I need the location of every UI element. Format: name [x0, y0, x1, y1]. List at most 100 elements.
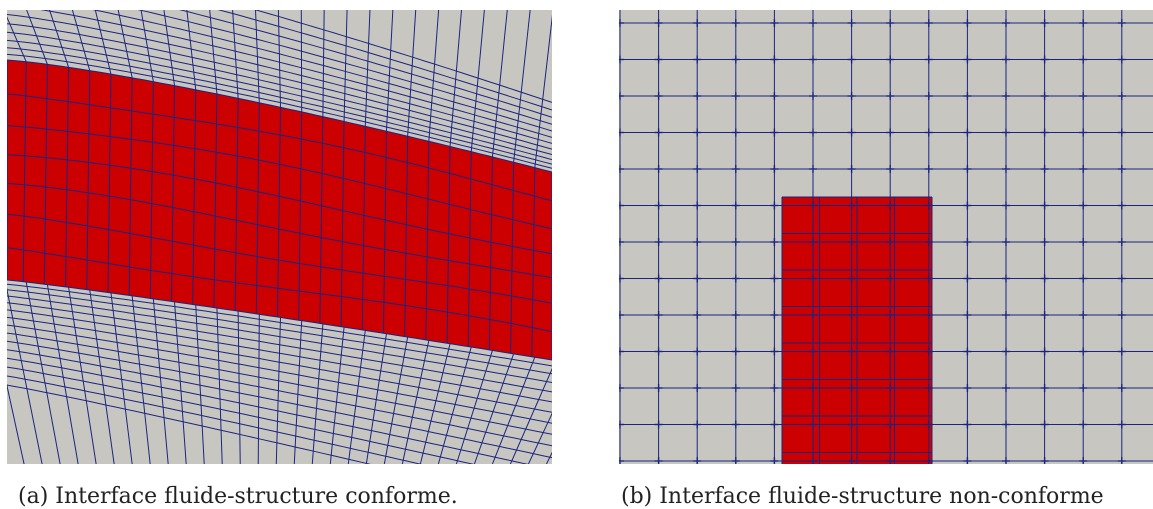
conforming-mesh-svg: [7, 10, 552, 464]
solid-col: [488, 156, 493, 350]
fluid-col-upper: [94, 10, 112, 75]
fluid-col-upper: [255, 10, 260, 103]
fluid-col-upper: [449, 10, 462, 147]
solid-mesh: [7, 61, 552, 357]
solid-col: [65, 67, 70, 287]
fluid-col-lower: [401, 340, 430, 464]
solid-col: [340, 121, 345, 327]
interface-outline: [7, 59, 552, 361]
solid-col: [171, 85, 176, 302]
fluid-col-upper: [385, 10, 394, 132]
fluid-row-upper: [254, 10, 552, 103]
fluid-row-lower: [7, 357, 529, 464]
fluid-col-lower: [216, 307, 223, 464]
fluid-row-upper: [217, 10, 552, 111]
fluid-col-lower: [7, 383, 25, 464]
fluid-row-lower: [7, 324, 552, 424]
fluid-col-lower: [131, 295, 151, 464]
fluid-row-lower: [7, 366, 475, 464]
solid-col: [425, 141, 430, 340]
solid-col: [404, 136, 409, 337]
fluid-row-upper: [7, 31, 552, 155]
fluid-row-lower: [7, 289, 552, 375]
fluid-col-lower: [7, 287, 43, 464]
fluid-col-lower: [311, 323, 324, 464]
fluid-col-lower: [329, 327, 345, 464]
solid-col: [107, 74, 112, 293]
fluid-row-upper: [7, 53, 552, 169]
solid-col: [234, 98, 239, 311]
fluid-col-upper: [343, 10, 348, 122]
fluid-col-upper: [117, 10, 133, 78]
nonconforming-mesh-panel: [619, 10, 1153, 464]
fluid-col-lower: [275, 317, 281, 464]
solid-col: [361, 126, 366, 330]
fluid-mesh: [7, 10, 552, 464]
solid-col: [22, 61, 27, 282]
grid-nodes: [619, 19, 1126, 464]
fluid-col-lower: [46, 284, 79, 464]
fluid-col-upper: [322, 10, 325, 117]
solid-col: [213, 93, 218, 308]
fluid-col-upper: [277, 10, 281, 108]
fluid-col-lower: [491, 357, 536, 464]
fluid-col-lower: [237, 311, 241, 464]
fluid-col-upper: [163, 10, 176, 86]
fluid-col-lower: [25, 281, 61, 464]
fluid-col-upper: [209, 10, 218, 95]
conforming-mesh-panel: [7, 10, 552, 464]
fluid-col-upper: [26, 10, 48, 65]
fluid-row-lower: [7, 340, 552, 447]
fluid-col-lower: [527, 412, 552, 464]
solid-col: [149, 81, 154, 299]
fluid-col-upper: [534, 14, 552, 168]
fluid-col-lower: [257, 314, 260, 464]
solid-col: [255, 102, 260, 314]
fluid-col-upper: [7, 16, 27, 62]
fluid-col-lower: [152, 298, 169, 464]
fluid-col-upper: [491, 10, 508, 157]
fluid-col-lower: [174, 301, 187, 464]
fluid-col-lower: [365, 333, 387, 464]
fluid-col-lower: [509, 367, 552, 464]
fluid-col-lower: [347, 330, 366, 464]
fluid-col-upper: [140, 10, 154, 82]
solid-col: [319, 116, 324, 324]
fluid-col-lower: [473, 353, 515, 464]
fluid-col-upper: [364, 10, 371, 127]
nonconforming-mesh-svg: [619, 10, 1153, 464]
solid-row: [7, 93, 552, 202]
solid-row: [7, 247, 552, 332]
fluid-row-lower: [7, 283, 552, 367]
fluid-col-upper: [71, 10, 91, 71]
fluid-row-lower: [7, 349, 552, 459]
solid-col: [531, 167, 536, 357]
solid-row: [7, 182, 552, 279]
fluid-col-lower: [437, 346, 472, 464]
caption-nonconforming: (b) Interface fluide-structure non-confo…: [621, 484, 1104, 509]
fluid-row-upper: [7, 39, 552, 161]
fluid-col-lower: [293, 320, 303, 464]
solid-row: [7, 213, 552, 304]
fluid-col-lower: [68, 287, 97, 464]
fluid-col-lower: [455, 350, 493, 464]
solid-grid: [781, 196, 933, 464]
solid-col: [277, 107, 281, 318]
fluid-col-lower: [89, 289, 115, 464]
fluid-col-upper: [49, 10, 70, 68]
solid-col: [43, 64, 48, 285]
fluid-col-upper: [513, 10, 531, 163]
solid-col: [446, 146, 451, 344]
fluid-col-lower: [383, 336, 409, 464]
solid-col: [510, 162, 515, 354]
solid-col: [467, 151, 472, 347]
fluid-row-upper: [179, 10, 552, 118]
fluid-col-upper: [232, 10, 239, 99]
fluid-col-lower: [419, 343, 451, 464]
fluid-col-upper: [470, 10, 485, 152]
fluid-col-lower: [195, 304, 205, 464]
fluid-row-lower: [7, 375, 422, 464]
caption-conforming: (a) Interface fluide-structure conforme.: [18, 484, 458, 509]
solid-col: [128, 77, 133, 296]
solid-col: [86, 70, 91, 290]
